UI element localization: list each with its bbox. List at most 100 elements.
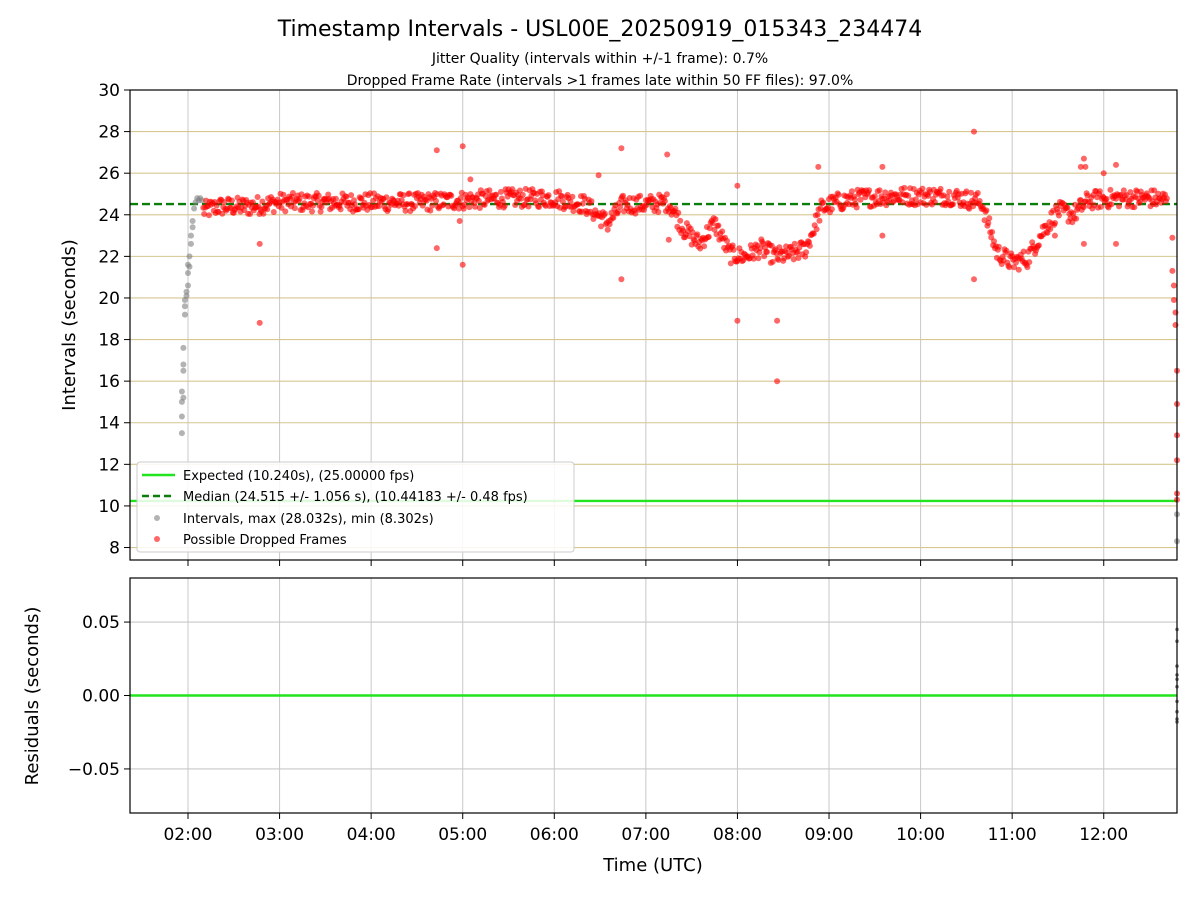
- interval-point: [181, 311, 188, 318]
- dropped-frame-point: [1151, 187, 1158, 194]
- dropped-frame-point: [815, 163, 822, 170]
- dropped-frame-point: [620, 192, 626, 199]
- dropped-frame-point: [206, 212, 212, 219]
- dropped-frame-point: [558, 193, 565, 200]
- dropped-frame-point: [1064, 204, 1071, 211]
- dropped-frame-point: [358, 195, 365, 202]
- dropped-frame-point: [296, 195, 303, 202]
- dropped-frame-point: [1011, 264, 1018, 271]
- dropped-frame-point: [545, 192, 552, 199]
- dropped-frame-point: [828, 206, 835, 213]
- dropped-frame-point: [1026, 259, 1033, 266]
- dropped-frame-point: [905, 192, 912, 199]
- dropped-frame-point: [857, 196, 864, 203]
- dropped-frame-point: [632, 210, 639, 217]
- dropped-frame-point: [497, 188, 504, 195]
- dropped-frame-point: [472, 203, 479, 210]
- dropped-frame-point: [348, 192, 355, 199]
- x-tick-label: 02:00: [163, 825, 212, 845]
- dropped-frame-point: [412, 203, 418, 210]
- dropped-frame-point: [617, 203, 624, 210]
- dropped-frame-point: [946, 188, 953, 195]
- dropped-frame-point: [1107, 186, 1114, 193]
- x-tick-label: 08:00: [713, 825, 762, 845]
- dropped-frame-point: [314, 197, 321, 204]
- dropped-frame-point: [383, 194, 390, 201]
- dropped-frame-point: [806, 242, 813, 249]
- dropped-frame-point: [661, 198, 668, 205]
- dropped-frame-point: [402, 207, 409, 214]
- dropped-frame-point: [343, 193, 350, 200]
- dropped-frame-point: [440, 201, 447, 208]
- interval-point: [185, 282, 191, 289]
- dropped-frame-point: [486, 187, 493, 194]
- dropped-frame-point: [317, 208, 324, 215]
- interval-point: [178, 413, 185, 420]
- dropped-frame-point: [816, 217, 823, 224]
- dropped-frame-point: [457, 195, 464, 201]
- dropped-frame-point: [289, 190, 296, 196]
- dropped-frame-point: [501, 202, 508, 209]
- residuals-panel: −0.050.000.05 02:00 03:00 04:00 05:00 06:00 0…: [22, 577, 1179, 845]
- dropped-frame-point: [901, 184, 908, 191]
- interval-point: [189, 224, 196, 231]
- legend: Expected (10.240s), (25.00000 fps) Media…: [136, 461, 575, 553]
- dropped-frame-point: [755, 255, 762, 262]
- dropped-frame-point: [517, 187, 523, 194]
- y-tick-label: 24: [98, 206, 120, 226]
- dropped-frame-point: [559, 198, 566, 205]
- legend-box: [136, 461, 575, 553]
- dropped-frame-point: [601, 210, 608, 217]
- dropped-frame-point: [851, 196, 858, 203]
- dropped-frame-point: [1080, 204, 1087, 211]
- dropped-frame-point: [467, 176, 474, 183]
- dropped-frame-point: [1080, 240, 1087, 247]
- dropped-frame-point: [724, 237, 730, 244]
- dropped-frame-point: [974, 190, 981, 196]
- dropped-frame-point: [1052, 220, 1059, 226]
- y-tick-label: 12: [98, 455, 120, 475]
- dropped-frame-point: [466, 204, 473, 211]
- dropped-frame-point: [598, 223, 604, 230]
- dropped-frame-point: [730, 246, 737, 253]
- dropped-frame-point: [803, 249, 810, 256]
- dropped-frame-point: [853, 204, 860, 211]
- interval-point: [186, 253, 193, 260]
- interval-point: [188, 232, 194, 239]
- dropped-frame-point: [675, 209, 682, 216]
- x-tick-label: 05:00: [438, 825, 487, 845]
- dropped-frame-point: [919, 185, 926, 192]
- dropped-frame-point: [1120, 187, 1127, 194]
- dropped-frame-point: [509, 186, 516, 193]
- dropped-frame-point: [729, 242, 736, 249]
- x-tick-label: 07:00: [621, 825, 670, 845]
- dropped-frame-point: [270, 209, 277, 215]
- dropped-frame-point: [1169, 234, 1176, 241]
- dropped-frame-point: [306, 193, 313, 200]
- dropped-frame-point: [637, 192, 644, 199]
- dropped-frame-point: [249, 199, 256, 206]
- y-tick-label: 10: [98, 497, 120, 517]
- dropped-frame-point: [764, 249, 770, 255]
- dropped-frame-point: [1035, 242, 1042, 249]
- dropped-frame-point: [1108, 201, 1115, 208]
- dropped-frame-point: [618, 145, 625, 152]
- y-tick-label: 28: [98, 123, 120, 143]
- dropped-frame-point: [570, 208, 577, 215]
- dropped-frame-point: [1003, 247, 1010, 254]
- dropped-frame-point: [796, 244, 803, 251]
- dropped-frame-point: [989, 229, 996, 235]
- dropped-frame-point: [1080, 155, 1087, 162]
- dropped-frame-point: [332, 195, 339, 202]
- x-tick-label: 03:00: [255, 825, 304, 845]
- dropped-frame-point: [963, 188, 970, 195]
- dropped-frame-point: [871, 193, 878, 200]
- dropped-frame-point: [761, 253, 768, 260]
- dropped-frame-point: [256, 319, 263, 326]
- dropped-frame-point: [228, 197, 235, 204]
- dropped-frame-point: [1163, 195, 1170, 202]
- x-tick-label: 12:00: [1079, 825, 1128, 845]
- y-tick-label: 30: [98, 81, 120, 101]
- dropped-frame-point: [1113, 161, 1119, 168]
